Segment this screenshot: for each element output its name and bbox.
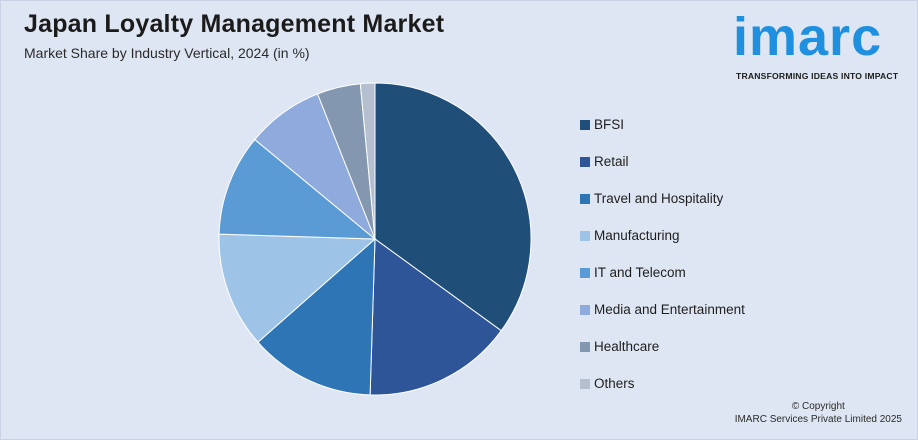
- logo-tagline: TRANSFORMING IDEAS INTO IMPACT: [736, 71, 899, 81]
- legend-swatch: [580, 230, 590, 241]
- legend-label: Travel and Hospitality: [594, 191, 724, 206]
- legend-label: Healthcare: [594, 339, 660, 354]
- pie-slice-bfsi: [374, 82, 532, 332]
- pie-slice-others: [359, 82, 376, 240]
- legend-item-manufacturing: Manufacturing: [580, 217, 745, 254]
- imarc-logo: imarc TRANSFORMING IDEAS INTO IMPACT: [733, 6, 903, 86]
- legend-label: Media and Entertainment: [594, 302, 745, 317]
- legend-swatch: [580, 267, 590, 278]
- pie-slice-manufacturing: [218, 233, 377, 343]
- legend-label: IT and Telecom: [594, 265, 686, 280]
- legend-swatch: [580, 304, 590, 315]
- legend-swatch: [580, 156, 590, 167]
- legend-item-healthcare: Healthcare: [580, 328, 745, 365]
- legend-swatch: [580, 193, 590, 204]
- legend-swatch: [580, 119, 590, 130]
- logo-wordmark: imarc: [733, 7, 883, 67]
- pie-slice-travel-and-hospitality: [257, 237, 376, 396]
- copyright-line-1: © Copyright: [791, 401, 845, 412]
- legend-label: BFSI: [594, 117, 625, 132]
- copyright-line-2: IMARC Services Private Limited 2025: [734, 414, 902, 425]
- chart-title: Japan Loyalty Management Market: [24, 10, 445, 38]
- legend-item-travel-and-hospitality: Travel and Hospitality: [580, 180, 745, 217]
- copyright-notice: © Copyright IMARC Services Private Limit…: [735, 400, 902, 426]
- pie-slice-it-and-telecom: [218, 138, 377, 240]
- legend-swatch: [580, 378, 590, 389]
- legend-label: Retail: [594, 154, 629, 169]
- legend-item-media-and-entertainment: Media and Entertainment: [580, 291, 745, 328]
- legend-item-others: Others: [580, 365, 745, 402]
- legend-item-bfsi: BFSI: [580, 106, 745, 143]
- legend-label: Others: [594, 376, 635, 391]
- pie-slices: [218, 82, 532, 396]
- chart-legend: BFSI Retail Travel and Hospitality Manufact…: [580, 106, 745, 402]
- legend-item-retail: Retail: [580, 143, 745, 180]
- legend-item-it-and-telecom: IT and Telecom: [580, 254, 745, 291]
- chart-subtitle: Market Share by Industry Vertical, 2024 …: [24, 45, 310, 61]
- legend-label: Manufacturing: [594, 228, 680, 243]
- pie-slice-retail: [369, 238, 502, 396]
- legend-swatch: [580, 341, 590, 352]
